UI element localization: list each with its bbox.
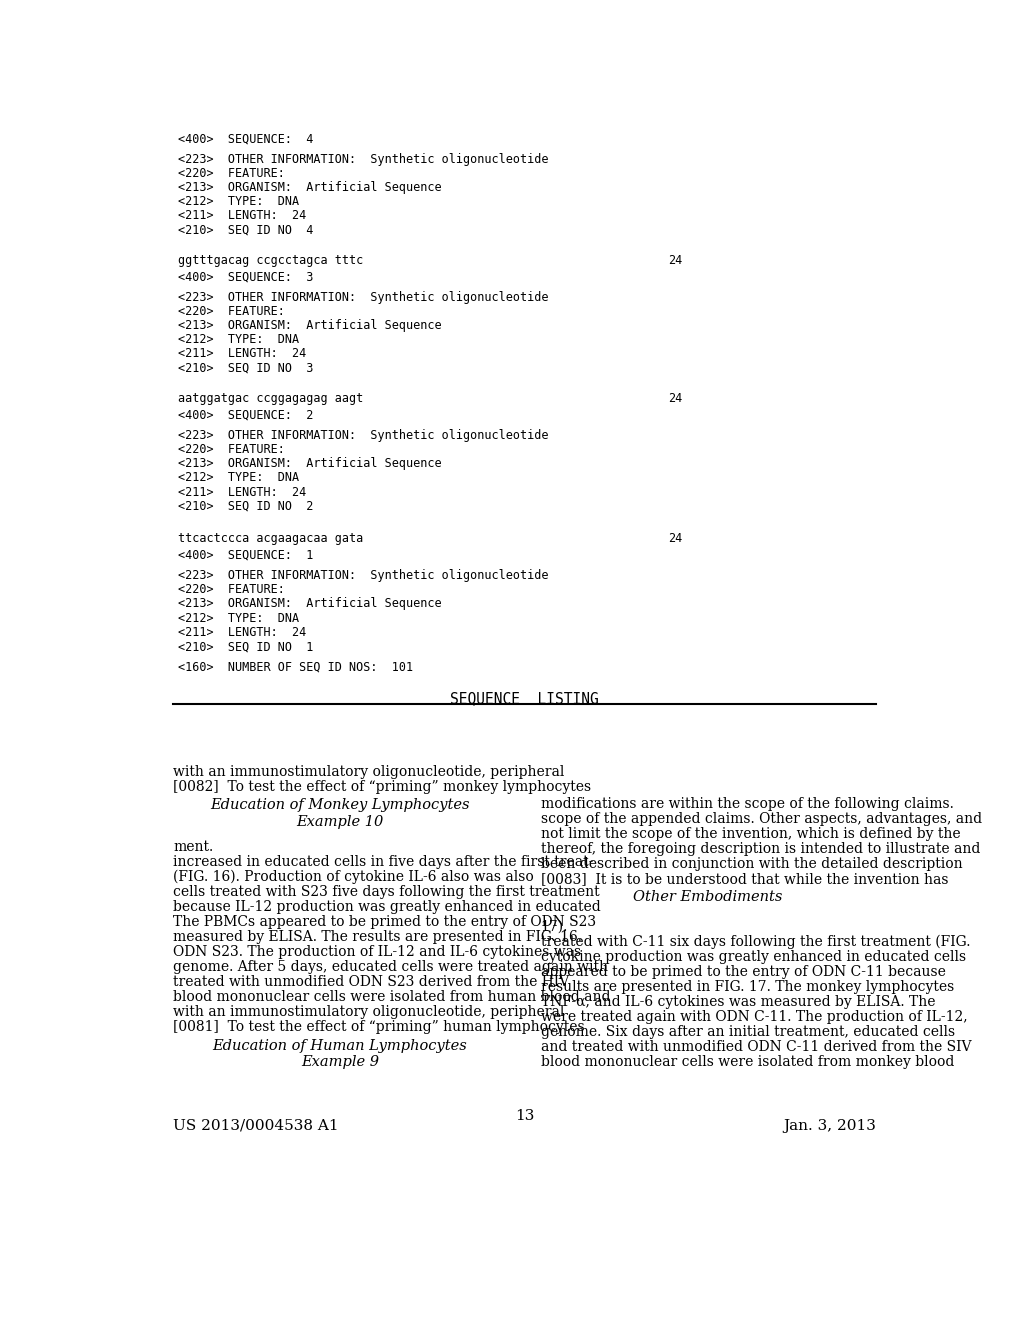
Text: <400>  SEQUENCE:  2: <400> SEQUENCE: 2 [178,408,313,421]
Text: <212>  TYPE:  DNA: <212> TYPE: DNA [178,333,299,346]
Text: 24: 24 [668,253,682,267]
Text: Education of Monkey Lymphocytes: Education of Monkey Lymphocytes [210,799,470,812]
Text: <210>  SEQ ID NO  4: <210> SEQ ID NO 4 [178,223,313,236]
Text: <220>  FEATURE:: <220> FEATURE: [178,305,285,318]
Text: results are presented in FIG. 17. The monkey lymphocytes: results are presented in FIG. 17. The mo… [541,979,954,994]
Text: (FIG. 16). Production of cytokine IL-6 also was also: (FIG. 16). Production of cytokine IL-6 a… [173,870,534,884]
Text: Jan. 3, 2013: Jan. 3, 2013 [783,1119,877,1133]
Text: blood mononuclear cells were isolated from monkey blood: blood mononuclear cells were isolated fr… [541,1055,954,1069]
Text: <212>  TYPE:  DNA: <212> TYPE: DNA [178,471,299,484]
Text: aatggatgac ccggagagag aagt: aatggatgac ccggagagag aagt [178,392,364,405]
Text: Example 9: Example 9 [301,1055,379,1069]
Text: Other Embodiments: Other Embodiments [633,890,782,904]
Text: <212>  TYPE:  DNA: <212> TYPE: DNA [178,611,299,624]
Text: with an immunostimulatory oligonucleotide, peripheral: with an immunostimulatory oligonucleotid… [173,766,564,779]
Text: <223>  OTHER INFORMATION:  Synthetic oligonucleotide: <223> OTHER INFORMATION: Synthetic oligo… [178,429,549,442]
Text: <211>  LENGTH:  24: <211> LENGTH: 24 [178,210,306,222]
Text: 24: 24 [668,532,682,545]
Text: treated with C-11 six days following the first treatment (FIG.: treated with C-11 six days following the… [541,935,970,949]
Text: <160>  NUMBER OF SEQ ID NOS:  101: <160> NUMBER OF SEQ ID NOS: 101 [178,660,413,673]
Text: ttcactccca acgaagacaa gata: ttcactccca acgaagacaa gata [178,532,364,545]
Text: genome. Six days after an initial treatment, educated cells: genome. Six days after an initial treatm… [541,1024,954,1039]
Text: modifications are within the scope of the following claims.: modifications are within the scope of th… [541,797,953,810]
Text: ggtttgacag ccgcctagca tttc: ggtttgacag ccgcctagca tttc [178,253,364,267]
Text: <213>  ORGANISM:  Artificial Sequence: <213> ORGANISM: Artificial Sequence [178,181,441,194]
Text: <400>  SEQUENCE:  4: <400> SEQUENCE: 4 [178,133,313,147]
Text: treated with unmodified ODN S23 derived from the HIV: treated with unmodified ODN S23 derived … [173,975,569,989]
Text: ment.: ment. [173,840,213,854]
Text: <212>  TYPE:  DNA: <212> TYPE: DNA [178,195,299,209]
Text: <210>  SEQ ID NO  3: <210> SEQ ID NO 3 [178,362,313,375]
Text: Education of Human Lymphocytes: Education of Human Lymphocytes [213,1039,467,1052]
Text: 13: 13 [515,1109,535,1123]
Text: with an immunostimulatory oligonucleotide, peripheral: with an immunostimulatory oligonucleotid… [173,1006,564,1019]
Text: scope of the appended claims. Other aspects, advantages, and: scope of the appended claims. Other aspe… [541,812,982,826]
Text: <220>  FEATURE:: <220> FEATURE: [178,444,285,455]
Text: <223>  OTHER INFORMATION:  Synthetic oligonucleotide: <223> OTHER INFORMATION: Synthetic oligo… [178,153,549,166]
Text: <220>  FEATURE:: <220> FEATURE: [178,583,285,597]
Text: <223>  OTHER INFORMATION:  Synthetic oligonucleotide: <223> OTHER INFORMATION: Synthetic oligo… [178,569,549,582]
Text: not limit the scope of the invention, which is defined by the: not limit the scope of the invention, wh… [541,826,961,841]
Text: because IL-12 production was greatly enhanced in educated: because IL-12 production was greatly enh… [173,900,601,913]
Text: and treated with unmodified ODN C-11 derived from the SIV: and treated with unmodified ODN C-11 der… [541,1040,971,1053]
Text: <210>  SEQ ID NO  1: <210> SEQ ID NO 1 [178,640,313,653]
Text: measured by ELISA. The results are presented in FIG. 16.: measured by ELISA. The results are prese… [173,931,583,944]
Text: The PBMCs appeared to be primed to the entry of ODN S23: The PBMCs appeared to be primed to the e… [173,915,596,929]
Text: US 2013/0004538 A1: US 2013/0004538 A1 [173,1119,339,1133]
Text: <210>  SEQ ID NO  2: <210> SEQ ID NO 2 [178,500,313,513]
Text: [0081]  To test the effect of “priming” human lymphocytes: [0081] To test the effect of “priming” h… [173,1020,585,1035]
Text: increased in educated cells in five days after the first treat-: increased in educated cells in five days… [173,855,594,869]
Text: <220>  FEATURE:: <220> FEATURE: [178,168,285,180]
Text: <211>  LENGTH:  24: <211> LENGTH: 24 [178,486,306,499]
Text: Example 10: Example 10 [296,814,384,829]
Text: <213>  ORGANISM:  Artificial Sequence: <213> ORGANISM: Artificial Sequence [178,598,441,610]
Text: [0083]  It is to be understood that while the invention has: [0083] It is to be understood that while… [541,873,948,886]
Text: <223>  OTHER INFORMATION:  Synthetic oligonucleotide: <223> OTHER INFORMATION: Synthetic oligo… [178,290,549,304]
Text: cytokine production was greatly enhanced in educated cells: cytokine production was greatly enhanced… [541,949,966,964]
Text: ODN S23. The production of IL-12 and IL-6 cytokines was: ODN S23. The production of IL-12 and IL-… [173,945,582,960]
Text: been described in conjunction with the detailed description: been described in conjunction with the d… [541,857,963,871]
Text: <213>  ORGANISM:  Artificial Sequence: <213> ORGANISM: Artificial Sequence [178,319,441,333]
Text: cells treated with S23 five days following the first treatment: cells treated with S23 five days followi… [173,884,600,899]
Text: appeared to be primed to the entry of ODN C-11 because: appeared to be primed to the entry of OD… [541,965,945,978]
Text: 24: 24 [668,392,682,405]
Text: <211>  LENGTH:  24: <211> LENGTH: 24 [178,626,306,639]
Text: TNF-α, and IL-6 cytokines was measured by ELISA. The: TNF-α, and IL-6 cytokines was measured b… [541,995,935,1008]
Text: <400>  SEQUENCE:  1: <400> SEQUENCE: 1 [178,549,313,562]
Text: 17).: 17). [541,920,568,933]
Text: <211>  LENGTH:  24: <211> LENGTH: 24 [178,347,306,360]
Text: blood mononuclear cells were isolated from human blood and: blood mononuclear cells were isolated fr… [173,990,610,1005]
Text: [0082]  To test the effect of “priming” monkey lymphocytes: [0082] To test the effect of “priming” m… [173,780,592,795]
Text: <400>  SEQUENCE:  3: <400> SEQUENCE: 3 [178,271,313,284]
Text: were treated again with ODN C-11. The production of IL-12,: were treated again with ODN C-11. The pr… [541,1010,968,1024]
Text: genome. After 5 days, educated cells were treated again with: genome. After 5 days, educated cells wer… [173,960,608,974]
Text: SEQUENCE  LISTING: SEQUENCE LISTING [451,690,599,706]
Text: <213>  ORGANISM:  Artificial Sequence: <213> ORGANISM: Artificial Sequence [178,457,441,470]
Text: thereof, the foregoing description is intended to illustrate and: thereof, the foregoing description is in… [541,842,980,855]
